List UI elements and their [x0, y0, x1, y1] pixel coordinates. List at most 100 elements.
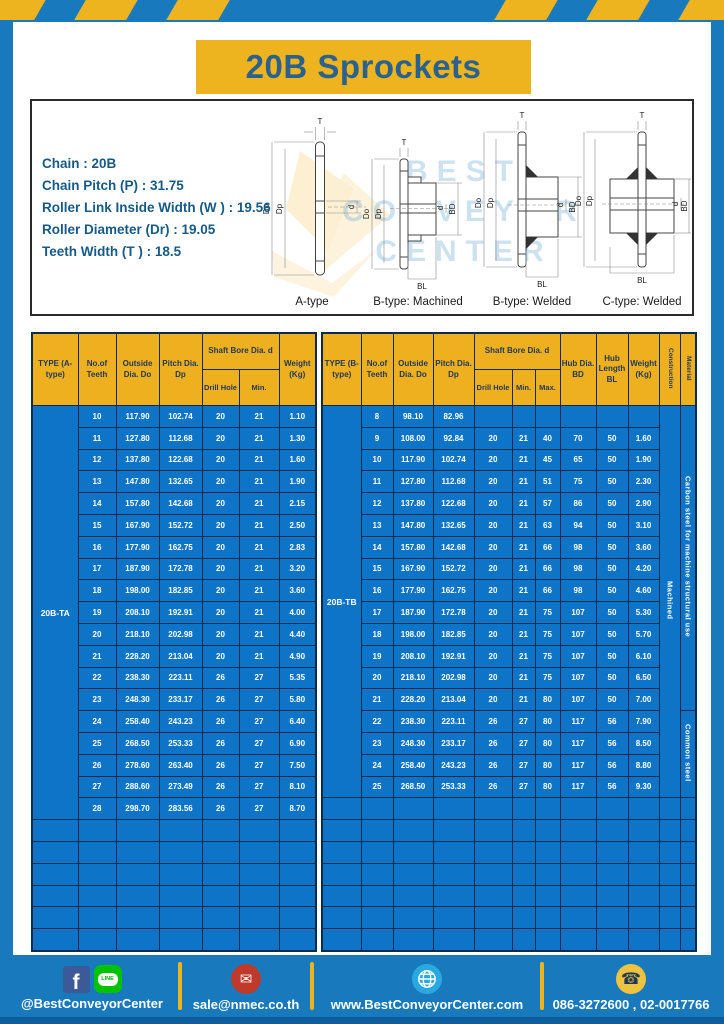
footer-website[interactable]: www.BestConveyorCenter.com [314, 960, 540, 1012]
cell: 3.10 [627, 513, 660, 537]
cell [360, 797, 394, 821]
cell [360, 884, 394, 908]
cell: 137.80 [392, 492, 434, 515]
cell: 20 [201, 644, 240, 668]
cell [534, 906, 561, 930]
cell: 21 [238, 535, 280, 559]
cell: 25 [77, 731, 117, 755]
cell: 50 [595, 470, 629, 494]
cell [392, 884, 434, 908]
svg-text:Dp: Dp [486, 197, 495, 208]
cell: 12 [360, 492, 394, 515]
cell: 13 [360, 513, 394, 537]
cell: 19 [77, 601, 117, 624]
cell: 21 [238, 470, 280, 494]
diagram-b-machined: T Do Dp d BD BL B-type: Machined [362, 138, 463, 308]
cell: 132.65 [432, 513, 475, 537]
table-row: 22 238.30 223.11 26 27 5.35 [32, 666, 317, 690]
cell: 142.68 [432, 535, 475, 559]
cell: 21 [77, 644, 117, 668]
cell [31, 819, 79, 842]
cell: 66 [534, 557, 561, 581]
cell: 21 [238, 579, 280, 603]
cell: 233.17 [432, 731, 475, 755]
empty-row [31, 819, 317, 842]
empty-row [321, 928, 697, 952]
facebook-icon[interactable]: f [62, 965, 90, 993]
svg-text:BL: BL [417, 282, 427, 291]
cell: 112.68 [432, 470, 475, 494]
globe-icon[interactable] [412, 964, 442, 994]
table-row: 18 198.00 182.85 20 21 75 107 50 5.70 [322, 622, 696, 646]
cell [432, 906, 475, 930]
cell: 177.90 [115, 535, 160, 559]
cell: 243.23 [432, 753, 475, 777]
cell: 4.20 [627, 557, 660, 581]
email-address[interactable]: sale@nmec.co.th [192, 997, 300, 1012]
cell: 19 [360, 644, 394, 668]
cell: 11 [77, 426, 117, 450]
footer-social[interactable]: f LINE @BestConveyorCenter [6, 961, 178, 1011]
cell: 268.50 [392, 775, 434, 799]
cell: 50 [595, 513, 629, 537]
cell [473, 840, 513, 864]
cell: 20 [201, 492, 240, 515]
cell: 21 [360, 688, 394, 712]
phone-numbers[interactable]: 086-3272600 , 02-0017766 [552, 997, 710, 1012]
cell [201, 840, 240, 864]
cell: 56 [595, 753, 629, 777]
cell: 21 [238, 426, 280, 450]
email-icon[interactable]: ✉ [231, 964, 261, 994]
cell: 21 [511, 557, 536, 581]
empty-row [31, 928, 317, 952]
cell: 117 [559, 775, 597, 799]
line-icon[interactable]: LINE [93, 965, 122, 993]
social-handle[interactable]: @BestConveyorCenter [21, 996, 163, 1011]
cell: 50 [595, 535, 629, 559]
cell [595, 906, 629, 930]
svg-text:Do: Do [574, 195, 583, 206]
cell: 107 [559, 688, 597, 712]
cell [658, 906, 681, 930]
cell: 20 [473, 513, 513, 537]
diagram-label: B-type: Welded [493, 296, 571, 308]
cell [77, 862, 117, 886]
cell: 63 [534, 513, 561, 537]
cell: 238.30 [115, 666, 160, 690]
cell: 27 [511, 775, 536, 799]
header-max: Max. [534, 369, 561, 406]
cell [679, 928, 697, 952]
cell [31, 862, 79, 886]
cell: 20 [201, 426, 240, 450]
cell [360, 862, 394, 886]
phone-icon[interactable]: ☎ [616, 964, 646, 994]
cell: 24 [360, 753, 394, 777]
cell: 26 [201, 797, 240, 821]
cell: 26 [201, 688, 240, 712]
cell: 26 [473, 710, 513, 733]
table-row: 20 218.10 202.98 20 21 4.40 [32, 622, 317, 646]
footer-phone[interactable]: ☎ 086-3272600 , 02-0017766 [544, 960, 718, 1012]
header-type: TYPE (A-type) [31, 332, 79, 406]
cell: 8.80 [627, 753, 660, 777]
cell [473, 928, 513, 952]
page-title: 20B Sprockets [196, 40, 531, 94]
cell: 27 [238, 666, 280, 690]
cell: 1.30 [278, 426, 317, 450]
footer-email[interactable]: ✉ sale@nmec.co.th [182, 960, 310, 1012]
cell: 137.80 [115, 448, 160, 472]
cell: 20 [473, 666, 513, 690]
cell: 142.68 [158, 492, 203, 515]
cell [432, 819, 475, 842]
header-shaft-bore: Shaft Bore Dia. d [473, 332, 561, 370]
website-url[interactable]: www.BestConveyorCenter.com [330, 997, 524, 1012]
header-material: Material [679, 332, 697, 406]
cell [77, 884, 117, 908]
cell: 152.72 [432, 557, 475, 581]
cell [658, 928, 681, 952]
svg-text:T: T [640, 111, 645, 120]
cell: 198.00 [392, 622, 434, 646]
cell: 20 [473, 470, 513, 494]
cell: 258.40 [115, 710, 160, 733]
cell: 202.98 [432, 666, 475, 690]
